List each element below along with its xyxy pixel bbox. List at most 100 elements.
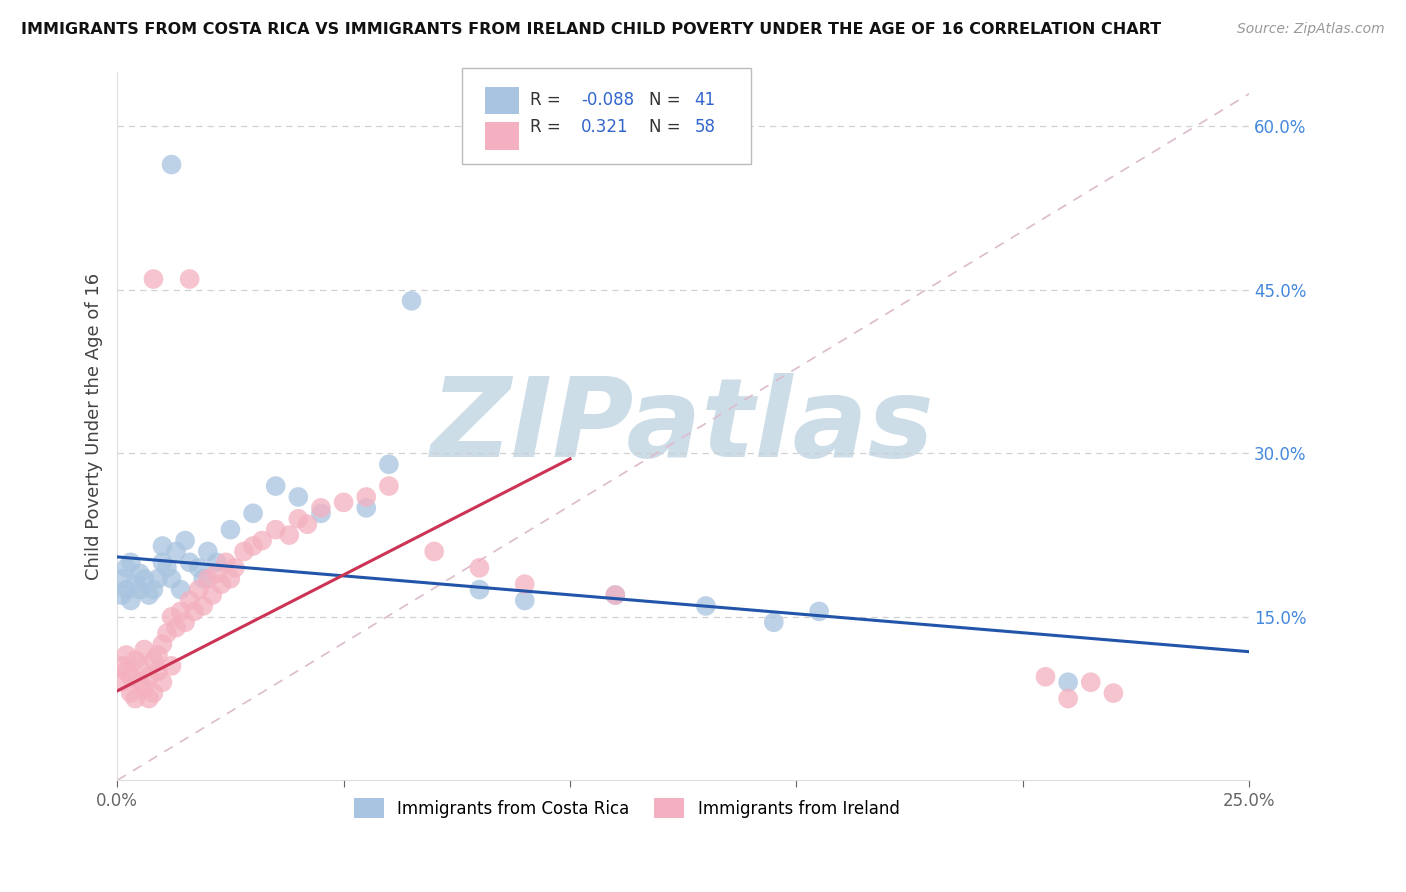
Point (187, 582, 209, 597)
Point (242, 506, 264, 520)
Point (134, 642, 156, 657)
Point (219, 572, 242, 586)
Point (152, 539, 174, 553)
Point (205, 566, 228, 581)
Point (183, 604, 205, 618)
Point (128, 675, 150, 690)
Point (1102, 686, 1125, 700)
Point (193, 572, 215, 586)
Point (1057, 675, 1080, 690)
Point (205, 555, 228, 569)
Point (169, 582, 191, 597)
Point (152, 555, 174, 569)
Point (354, 500, 377, 515)
Point (762, 615, 785, 630)
Point (146, 572, 169, 586)
Point (224, 561, 246, 575)
Point (165, 544, 187, 558)
Point (111, 572, 134, 586)
Point (187, 561, 209, 575)
Point (160, 158, 183, 172)
Text: Source: ZipAtlas.com: Source: ZipAtlas.com (1237, 22, 1385, 37)
Point (146, 648, 169, 662)
Point (695, 599, 717, 613)
Point (138, 588, 160, 602)
Text: R =: R = (530, 119, 567, 136)
Point (605, 588, 627, 602)
Point (233, 544, 256, 558)
Point (124, 691, 146, 706)
Point (513, 577, 536, 591)
Point (215, 555, 238, 569)
Point (134, 681, 156, 695)
Point (156, 626, 179, 640)
Point (354, 490, 377, 504)
Text: R =: R = (530, 91, 567, 110)
Point (152, 675, 174, 690)
Point (179, 272, 201, 286)
Point (111, 675, 134, 690)
Point (120, 670, 142, 684)
Point (250, 533, 273, 548)
Point (242, 539, 264, 553)
Point (468, 582, 491, 597)
Text: -0.088: -0.088 (581, 91, 634, 110)
Point (197, 572, 219, 586)
Point (134, 572, 156, 586)
Point (111, 588, 134, 602)
FancyBboxPatch shape (485, 87, 519, 114)
Point (808, 604, 831, 618)
Point (160, 572, 183, 586)
Text: N =: N = (650, 119, 686, 136)
Point (138, 691, 160, 706)
Point (115, 561, 138, 575)
Text: 58: 58 (695, 119, 716, 136)
Text: 0.321: 0.321 (581, 119, 628, 136)
Point (179, 593, 201, 607)
Point (179, 555, 201, 569)
Point (169, 604, 191, 618)
Point (156, 561, 179, 575)
Point (128, 658, 150, 673)
Point (401, 293, 423, 308)
Point (142, 272, 165, 286)
Point (124, 653, 146, 667)
Point (142, 582, 165, 597)
Point (513, 593, 536, 607)
Y-axis label: Child Poverty Under the Age of 16: Child Poverty Under the Age of 16 (86, 273, 103, 580)
Text: N =: N = (650, 91, 686, 110)
Legend: Immigrants from Costa Rica, Immigrants from Ireland: Immigrants from Costa Rica, Immigrants f… (347, 791, 907, 825)
Point (197, 544, 219, 558)
Point (309, 506, 332, 520)
Point (468, 561, 491, 575)
Point (160, 610, 183, 624)
Point (174, 533, 197, 548)
Point (309, 500, 332, 515)
FancyBboxPatch shape (485, 122, 519, 150)
Point (142, 686, 165, 700)
Point (165, 621, 187, 635)
Point (115, 582, 138, 597)
Point (142, 653, 165, 667)
Point (111, 658, 134, 673)
Point (264, 479, 287, 493)
Text: IMMIGRANTS FROM COSTA RICA VS IMMIGRANTS FROM IRELAND CHILD POVERTY UNDER THE AG: IMMIGRANTS FROM COSTA RICA VS IMMIGRANTS… (21, 22, 1161, 37)
Point (1057, 691, 1080, 706)
Point (174, 615, 197, 630)
Point (378, 457, 401, 471)
Point (115, 648, 138, 662)
Point (128, 582, 150, 597)
Text: 41: 41 (695, 91, 716, 110)
Point (138, 670, 160, 684)
Point (120, 555, 142, 569)
Point (278, 528, 301, 542)
Point (128, 566, 150, 581)
Point (146, 665, 169, 679)
Point (160, 658, 183, 673)
Point (209, 577, 232, 591)
Point (120, 593, 142, 607)
Point (1080, 675, 1102, 690)
Point (605, 588, 627, 602)
Point (378, 479, 401, 493)
Point (332, 495, 354, 509)
